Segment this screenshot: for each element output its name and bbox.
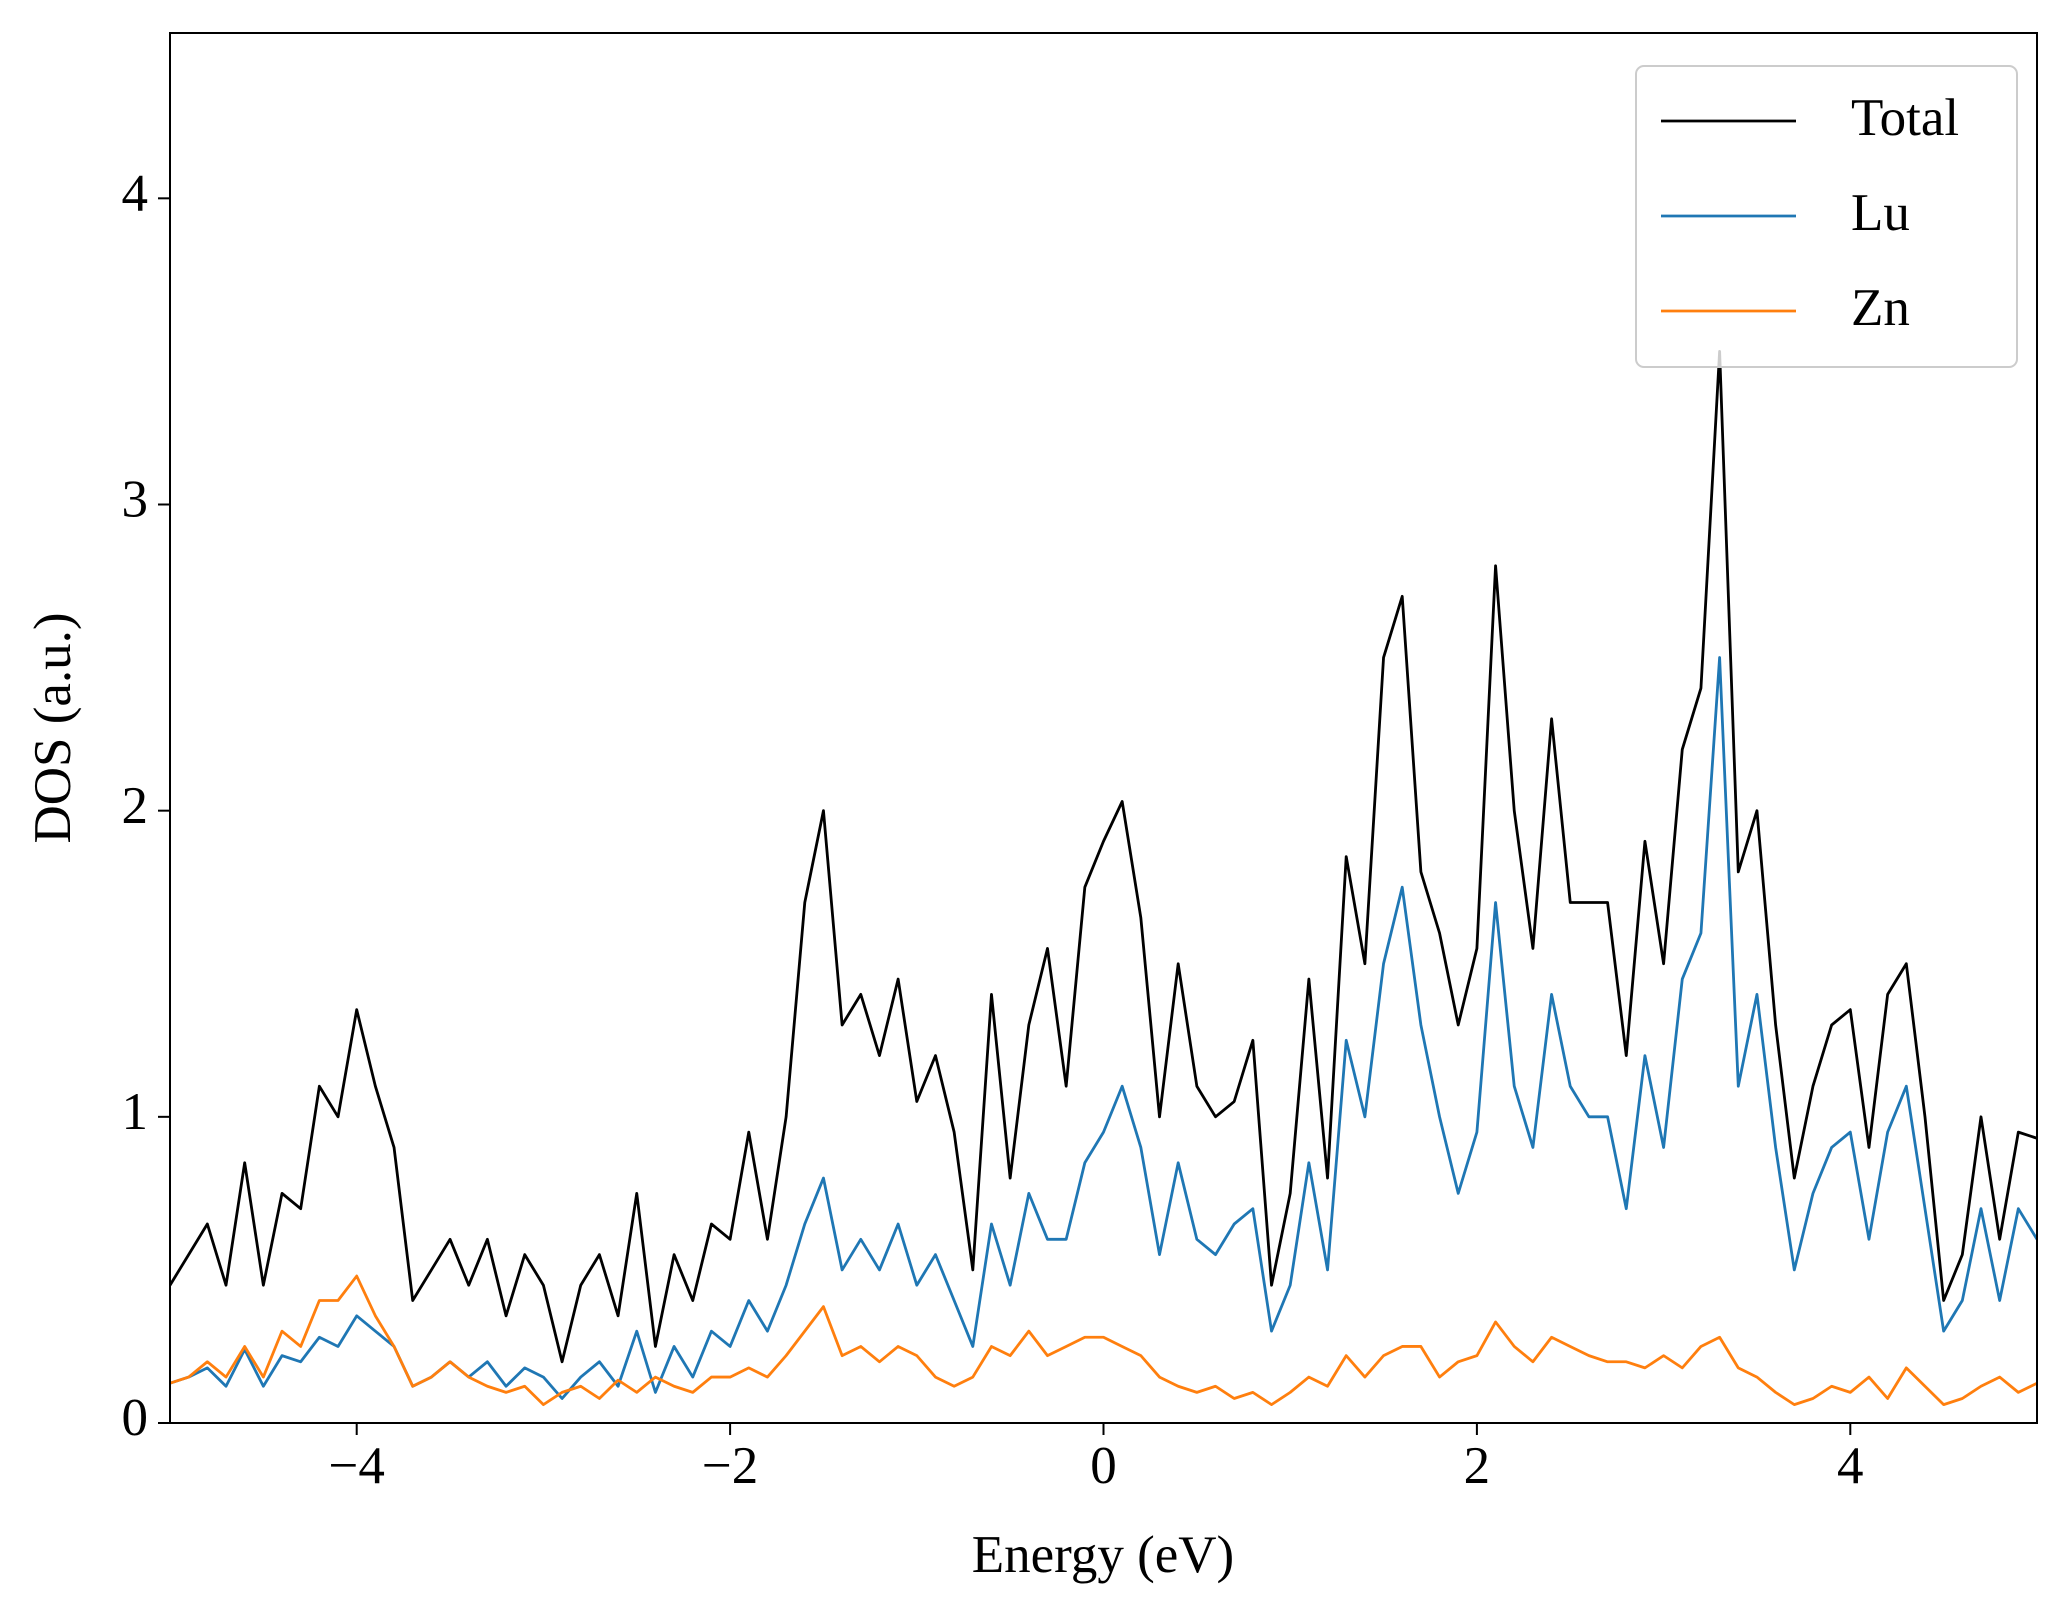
x-tick-label: 0: [1090, 1437, 1117, 1495]
series-line: [170, 656, 2037, 1400]
series-line: [170, 350, 2037, 1364]
plot-frame: [169, 32, 2038, 1424]
x-tick-label: 2: [1464, 1437, 1491, 1495]
y-tick-label: 3: [122, 471, 149, 529]
y-axis-label: DOS (a.u.): [24, 612, 82, 843]
x-tick-label: −4: [329, 1437, 385, 1495]
y-tick-label: 4: [122, 164, 149, 222]
x-tick-label: −2: [702, 1437, 758, 1495]
legend-box: [1635, 65, 2018, 368]
legend-label: Zn: [1851, 279, 1910, 337]
legend-label: Lu: [1851, 184, 1910, 242]
y-tick-label: 2: [122, 777, 149, 835]
y-tick-label: 1: [122, 1083, 149, 1141]
legend-label: Total: [1851, 89, 1959, 147]
y-tick-label: 0: [122, 1389, 149, 1447]
series-line: [170, 1274, 2037, 1407]
x-axis-label: Energy (eV): [972, 1526, 1234, 1584]
x-tick-label: 4: [1837, 1437, 1864, 1495]
